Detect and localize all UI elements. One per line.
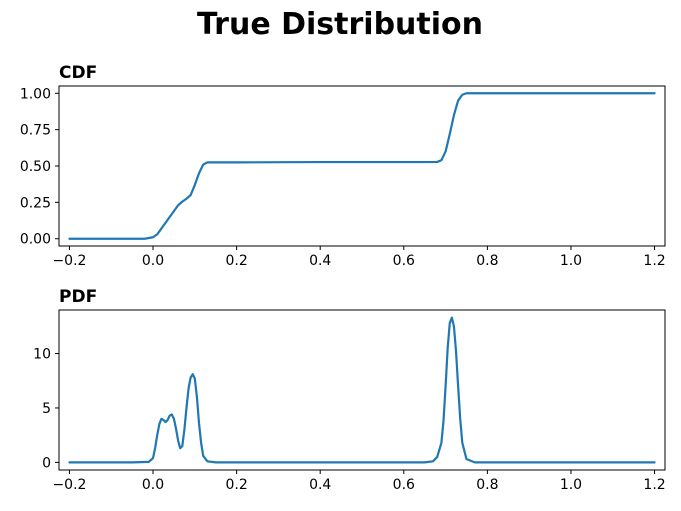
cdf-x-tick-label: 1.0 [560, 253, 582, 269]
cdf-y-axis: 0.00 0.25 0.50 0.75 1.00 [20, 86, 59, 248]
cdf-y-tick-label: 0.00 [20, 232, 51, 248]
pdf-x-tick-label: 0.2 [225, 477, 247, 493]
pdf-curve [68, 316, 656, 464]
cdf-series [68, 92, 656, 240]
cdf-y-tick-label: 0.25 [20, 195, 51, 211]
cdf-x-tick-label: 0.0 [142, 253, 164, 269]
pdf-y-tick-label: 10 [33, 347, 51, 363]
cdf-curve [68, 92, 656, 240]
pdf-y-tick-label: 5 [42, 401, 51, 417]
pdf-x-tick-label: 0.4 [309, 477, 331, 493]
cdf-y-tick-label: 1.00 [20, 86, 51, 102]
pdf-x-tick-label: 0.8 [476, 477, 498, 493]
pdf-x-tick-label: 0.0 [142, 477, 164, 493]
pdf-panel-title: PDF [59, 287, 97, 307]
cdf-x-axis: −0.2 0.0 0.2 0.4 0.6 0.8 1.0 1.2 [52, 246, 666, 269]
pdf-y-tick-label: 0 [42, 455, 51, 471]
cdf-panel-title: CDF [59, 63, 97, 83]
cdf-x-tick-label: 0.2 [225, 253, 247, 269]
pdf-series [68, 316, 656, 464]
pdf-x-tick-label: 0.6 [393, 477, 415, 493]
pdf-x-tick-label: −0.2 [52, 477, 86, 493]
cdf-axes: −0.2 0.0 0.2 0.4 0.6 0.8 1.0 1.2 0.000.250.500.… [20, 85, 666, 269]
cdf-plot-frame [58, 85, 666, 247]
pdf-y-axis: 0 5 10 [33, 347, 59, 471]
cdf-x-tick-label: 0.6 [393, 253, 415, 269]
cdf-x-tick-label: 1.2 [643, 253, 665, 269]
cdf-x-tick-label: 0.8 [476, 253, 498, 269]
figure-title: True Distribution [197, 7, 483, 42]
pdf-x-tick-label: 1.0 [560, 477, 582, 493]
cdf-y-tick-label: 0.50 [20, 159, 51, 175]
cdf-x-tick-label: −0.2 [52, 253, 86, 269]
cdf-x-tick-label: 0.4 [309, 253, 331, 269]
pdf-x-axis: −0.2 0.0 0.2 0.4 0.6 0.8 1.0 1.2 [52, 470, 666, 493]
pdf-plot-frame [58, 309, 666, 471]
pdf-axes: −0.2 0.0 0.2 0.4 0.6 0.8 1.0 1.2 0 5 10 [33, 309, 666, 493]
cdf-y-tick-label: 0.75 [20, 123, 51, 139]
pdf-x-tick-label: 1.2 [643, 477, 665, 493]
